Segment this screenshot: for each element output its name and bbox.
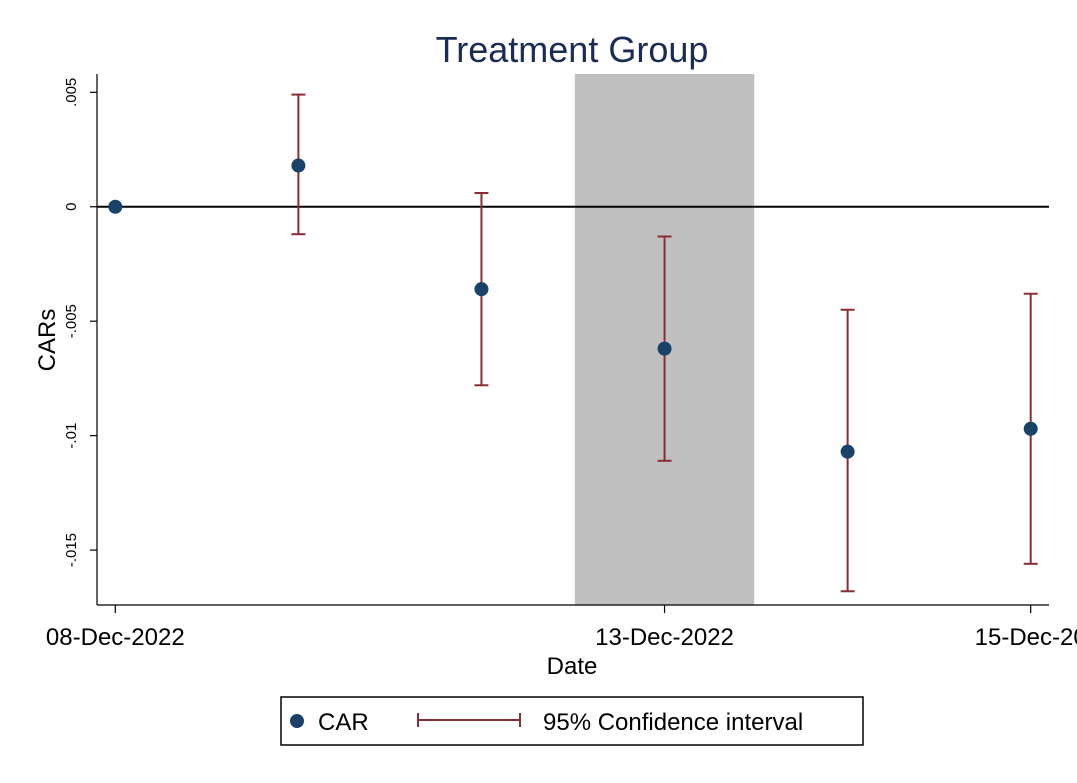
car-point bbox=[108, 199, 123, 214]
y-tick-label: .005 bbox=[63, 78, 80, 107]
car-point bbox=[840, 444, 855, 459]
legend-box bbox=[280, 696, 864, 746]
legend-car-label: CAR bbox=[318, 709, 369, 736]
car-point bbox=[657, 341, 672, 356]
car-point bbox=[291, 158, 306, 173]
car-point bbox=[474, 282, 489, 297]
x-tick-label: 15-Dec-20 bbox=[975, 624, 1077, 651]
y-tick-label: -.015 bbox=[63, 533, 80, 567]
legend-ci-symbol bbox=[417, 713, 521, 727]
y-tick-label: -.01 bbox=[63, 423, 80, 449]
car-point bbox=[1023, 421, 1038, 436]
x-axis-title: Date bbox=[547, 653, 598, 680]
y-tick-label: 0 bbox=[63, 203, 80, 211]
legend-car-marker bbox=[290, 714, 304, 728]
y-axis-title: CARs bbox=[34, 309, 61, 372]
legend: CAR 95% Confidence interval bbox=[280, 696, 864, 746]
plot-area: .005 0 -.005 -.01 -.015 08-Dec-2022 13-Dec-202… bbox=[46, 74, 1077, 651]
legend-ci-label: 95% Confidence interval bbox=[543, 709, 803, 736]
y-tick-label: -.005 bbox=[63, 304, 80, 338]
x-tick-label: 13-Dec-2022 bbox=[595, 624, 734, 651]
chart-title: Treatment Group bbox=[436, 29, 709, 70]
x-tick-label: 08-Dec-2022 bbox=[46, 624, 185, 651]
